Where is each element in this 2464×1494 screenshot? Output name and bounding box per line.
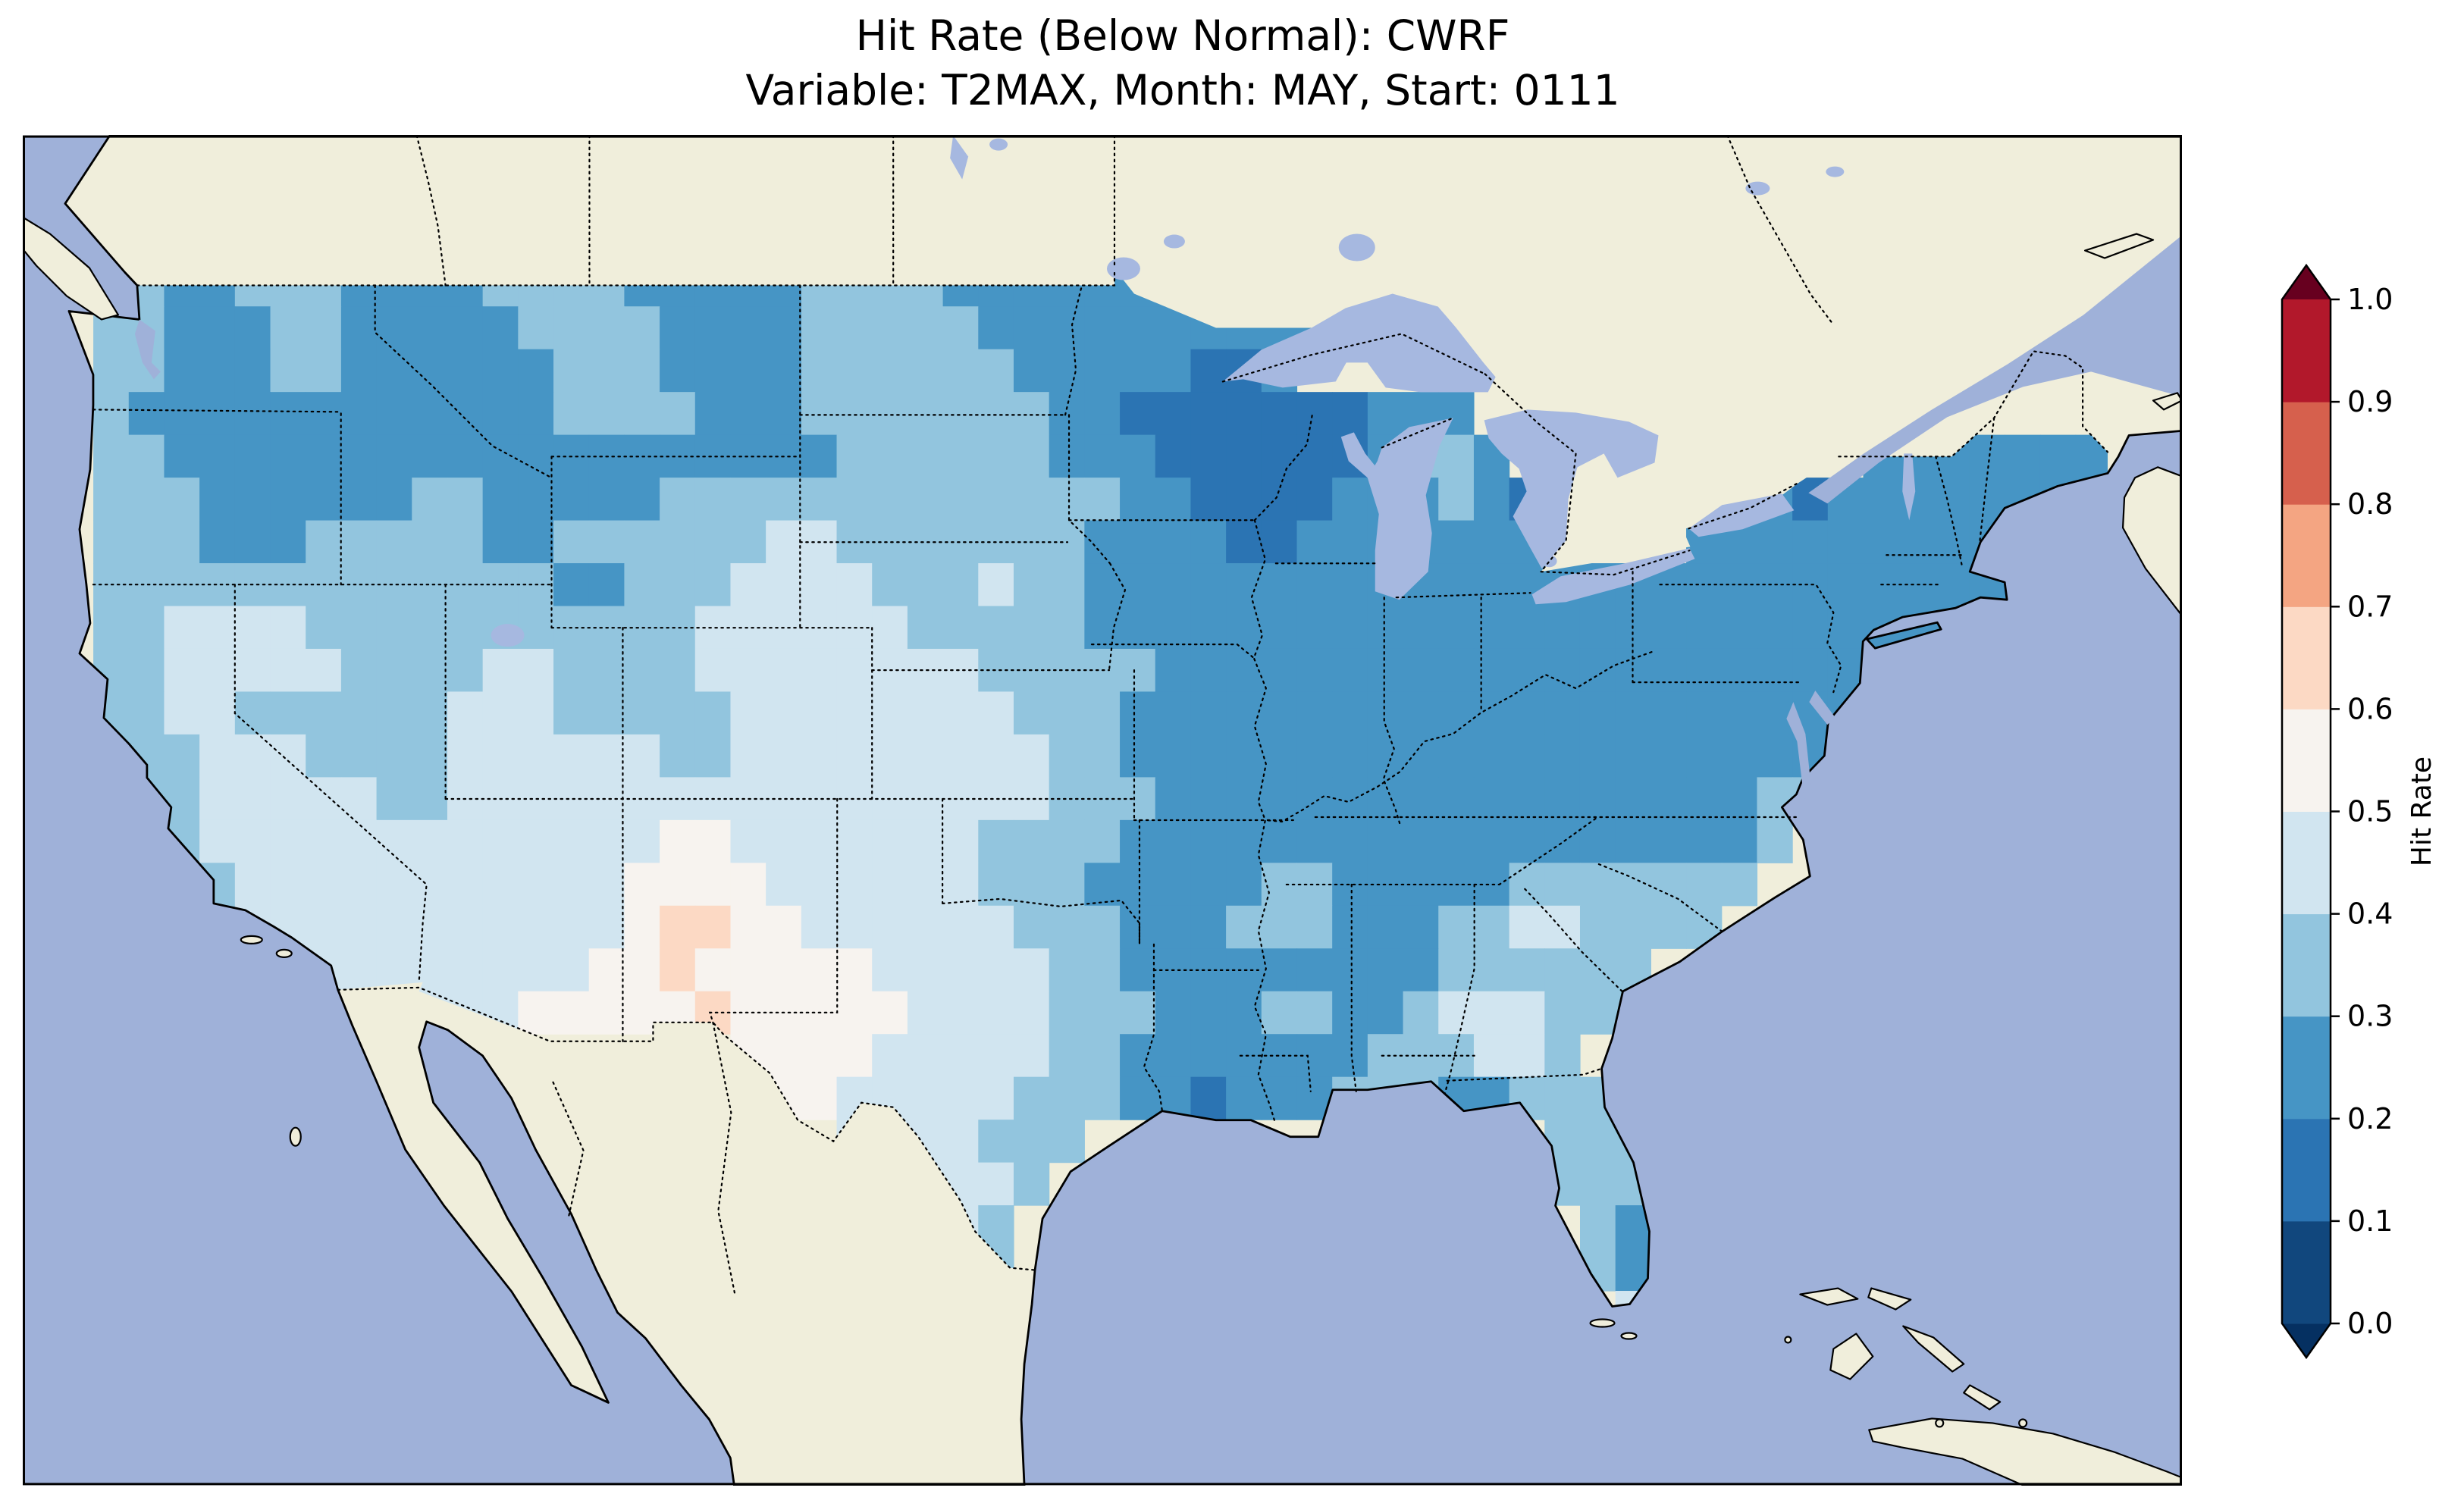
st-lawrence-gulf [1808,235,2182,504]
map-frame [23,135,2182,1486]
colorbar-segment [2282,504,2331,607]
guadalupe-island [289,1126,302,1147]
colorbar-ticks: 0.0 0.1 0.2 0.3 0.4 0.5 0.6 0.7 0.8 0.9 1.0 [2331,283,2393,1340]
lake-superior [1222,293,1496,393]
title-block: Hit Rate (Below Normal): CWRF Variable: … [0,9,2365,117]
admin-borders [92,135,2109,1295]
bimini [1784,1336,1792,1344]
colorbar-tick-label: 0.1 [2347,1204,2393,1238]
chart-title: Hit Rate (Below Normal): CWRF [855,11,1510,60]
colorbar-segment [2282,1016,2331,1120]
colorbar-tick-label: 1.0 [2347,283,2393,316]
great-salt-lake [491,624,525,647]
abaco-island [1867,1287,1912,1311]
colorbar-segment [2282,709,2331,812]
colorbar-tick-label: 0.2 [2347,1102,2393,1135]
colorbar-tick-label: 0.4 [2347,897,2393,931]
colorbar-tick-label: 0.3 [2347,1000,2393,1033]
lake-ontario [1688,493,1795,537]
colorbar-axis-label: Hit Rate [2406,756,2437,866]
florida-keys [1589,1318,1616,1328]
colorbar-tick-label: 0.9 [2347,385,2393,418]
water-channels [134,235,2182,800]
vancouver-island [23,216,120,321]
colorbar-tick-label: 0.6 [2347,692,2393,725]
green-bay [1340,432,1378,478]
map-canvas [23,135,2182,1486]
colorbar-bar [2281,263,2332,1360]
lake-winnipeg-tip [950,135,969,180]
lake-champlain [1902,453,1916,521]
canadian-lake [989,138,1008,151]
prince-edward-island [2152,392,2182,411]
canada-mexico-province-borders [415,135,1835,1295]
channel-island [275,948,293,958]
cuba [1868,1417,2182,1486]
lake-michigan [1367,418,1453,600]
andros-island [1829,1333,1874,1380]
state-borders-east [1264,417,1995,1095]
borders-through-lakes [1221,333,1801,576]
chart-subtitle: Variable: T2MAX, Month: MAY, Start: 0111 [745,65,1620,114]
eleuthera-island [1902,1325,1965,1373]
state-borders-central [799,284,1500,1121]
nova-scotia [2121,466,2182,617]
colorbar-segment [2282,913,2331,1017]
florida-keys [1620,1332,1638,1340]
offshore-islands [23,216,2182,1486]
international-borders [136,268,2109,1271]
delaware-bay [1809,691,1835,725]
canadian-lake [1163,234,1185,249]
canadian-lake [1826,166,1845,177]
colorbar-segment [2282,299,2331,402]
state-borders-west [92,284,1164,1112]
lake-huron [1484,409,1659,569]
colorbar-label-text: Hit Rate [2406,756,2437,866]
colorbar: 0.0 0.1 0.2 0.3 0.4 0.5 0.6 0.7 0.8 0.9 1.0 Hit Ra… [2281,263,2437,1360]
colorbar-tick-label: 0.0 [2347,1307,2393,1340]
bahama-cay [2018,1418,2028,1428]
colorbar-segment [2282,1118,2331,1222]
colorbar-segment [2282,811,2331,915]
colorbar-tick-label: 0.7 [2347,590,2393,623]
canadian-lake [1745,181,1770,196]
channel-island [240,935,263,944]
colorbar-over-arrow [2282,265,2331,299]
colorbar-segment [2282,402,2331,505]
colorbar-tick-label: 0.5 [2347,795,2393,828]
bahama-cay [1963,1384,2002,1411]
bahama-cay [1935,1418,1945,1428]
lake-of-the-woods [1106,257,1140,280]
colorbar-under-arrow [2282,1323,2331,1358]
anticosti-island [2083,233,2155,259]
lake-st-clair [1541,555,1557,568]
lake-nipigon [1338,233,1375,262]
hit-rate-grid [93,268,2108,1307]
colorbar-segment [2282,1220,2331,1324]
colorbar-segment [2282,606,2331,709]
chesapeake-bay [1786,702,1813,800]
grand-bahama [1799,1287,1859,1306]
colorbar-tick-label: 0.8 [2347,487,2393,521]
puget-sound [134,319,161,380]
coastline [64,135,2182,1486]
